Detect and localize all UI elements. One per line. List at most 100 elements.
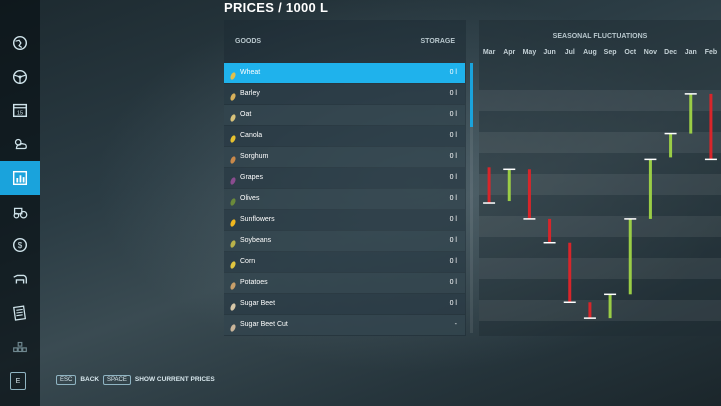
month-label: Jul	[565, 49, 575, 56]
e-key-hint[interactable]: E	[10, 372, 26, 390]
sidebar-item-weather[interactable]	[0, 127, 40, 161]
fluctuation-end-cap	[664, 132, 677, 135]
goods-row[interactable]: Corn 0 l	[224, 252, 465, 272]
goods-scrollbar-thumb[interactable]	[470, 63, 473, 127]
page-title: PRICES / 1000 L	[224, 0, 329, 15]
grid-stripe	[479, 174, 721, 195]
goods-name: Corn	[240, 258, 256, 265]
fluctuation-bar	[548, 218, 552, 243]
sidebar-item-contracts[interactable]	[0, 296, 40, 330]
crop-icon	[228, 152, 238, 164]
month-label: Jan	[685, 49, 697, 56]
crop-icon	[228, 257, 238, 269]
goods-row[interactable]: Grapes 0 l	[224, 168, 465, 188]
goods-row[interactable]: Olives 0 l	[224, 189, 465, 209]
month-label: Mar	[483, 49, 496, 56]
month-label: Oct	[624, 49, 636, 56]
space-key: SPACE	[103, 374, 131, 385]
crop-icon	[228, 131, 238, 143]
goods-header: GOODS STORAGE	[224, 20, 466, 62]
fluctuation-bar	[608, 294, 612, 319]
goods-row[interactable]: Canola 0 l	[224, 126, 465, 146]
sidebar: 15 $ E	[0, 0, 40, 406]
grid-stripe	[479, 90, 721, 111]
seasonal-chart-panel: SEASONAL FLUCTUATIONS Mar Apr May Jun Jul Aug…	[479, 20, 721, 336]
fluctuation-bar	[568, 242, 572, 303]
sidebar-item-animals[interactable]	[0, 262, 40, 296]
goods-storage: 0 l	[449, 300, 457, 307]
sidebar-item-finance[interactable]: $	[0, 228, 40, 262]
goods-storage: -	[454, 321, 457, 328]
month-label: Nov	[644, 49, 657, 56]
goods-row[interactable]: Oat 0 l	[224, 105, 465, 125]
esc-key: ESC	[56, 374, 77, 385]
sidebar-item-production[interactable]	[0, 330, 40, 364]
goods-name: Barley	[240, 90, 260, 97]
grid-stripe	[479, 258, 721, 279]
goods-name: Sorghum	[240, 153, 269, 160]
fluctuation-end-cap	[604, 293, 617, 296]
crop-icon	[228, 215, 238, 227]
finance-icon: $	[12, 237, 28, 253]
fluctuation-end-cap	[624, 218, 637, 220]
weather-icon	[14, 138, 27, 150]
fluctuation-bar	[527, 169, 531, 219]
sidebar-item-prices[interactable]	[0, 161, 40, 195]
fluctuation-bar	[628, 218, 632, 295]
goods-name: Canola	[240, 132, 263, 139]
month-label: Sep	[604, 49, 617, 56]
goods-storage: 0 l	[449, 279, 457, 286]
goods-storage: 0 l	[449, 132, 457, 139]
goods-name: Soybeans	[240, 237, 272, 244]
goods-name: Sunflowers	[240, 216, 275, 223]
sidebar-item-calendar[interactable]: 15	[0, 93, 40, 127]
fluctuation-bar	[648, 159, 652, 219]
goods-panel: GOODS STORAGE Wheat 0 l Barley 0 l Oat 0 l Can…	[224, 20, 466, 336]
goods-row[interactable]: Barley 0 l	[224, 84, 465, 104]
fluctuation-end-cap	[543, 241, 556, 244]
goods-row[interactable]: Sunflowers 0 l	[224, 210, 465, 230]
back-label: BACK	[80, 376, 100, 383]
fluctuation-bar	[689, 93, 693, 134]
fluctuation-end-cap	[503, 168, 516, 171]
contracts-icon	[13, 305, 27, 321]
map-icon	[12, 35, 28, 51]
goods-row[interactable]: Soybeans 0 l	[224, 231, 465, 251]
goods-row[interactable]: Potatoes 0 l	[224, 273, 465, 293]
fluctuation-end-cap	[523, 218, 536, 220]
goods-name: Sugar Beet	[240, 300, 276, 307]
goods-storage: 0 l	[449, 174, 457, 181]
crop-icon	[228, 299, 238, 311]
goods-column-header: GOODS	[235, 38, 262, 45]
goods-row[interactable]: Wheat 0 l	[224, 63, 465, 83]
fluctuation-bar	[588, 302, 592, 319]
fluctuation-end-cap	[644, 158, 657, 161]
prices-chart-icon	[12, 170, 28, 186]
grid-stripe	[479, 300, 721, 321]
crop-icon	[228, 278, 238, 290]
chart-title: SEASONAL FLUCTUATIONS	[552, 33, 648, 40]
back-button[interactable]: ESC BACK	[56, 373, 99, 386]
seasonal-chart: Mar Apr May Jun Jul Aug Sep Oct Nov Dec Jan Feb	[479, 49, 721, 321]
goods-name: Potatoes	[240, 279, 268, 286]
goods-storage: 0 l	[449, 195, 457, 202]
goods-row[interactable]: Sugar Beet Cut -	[224, 315, 465, 335]
fluctuation-end-cap	[704, 158, 717, 161]
production-icon	[13, 341, 27, 353]
fluctuation-end-cap	[583, 317, 596, 319]
crop-icon	[228, 89, 238, 101]
goods-name: Grapes	[240, 174, 263, 181]
goods-row[interactable]: Sugar Beet 0 l	[224, 294, 465, 314]
grid-stripe	[479, 132, 721, 153]
goods-storage: 0 l	[449, 90, 457, 97]
sidebar-item-map[interactable]	[0, 26, 40, 60]
goods-row[interactable]: Sorghum 0 l	[224, 147, 465, 167]
fluctuation-end-cap	[563, 301, 576, 304]
show-current-prices-button[interactable]: SPACE SHOW CURRENT PRICES	[103, 373, 215, 386]
goods-scrollbar[interactable]	[470, 63, 473, 333]
sidebar-item-vehicles-overview[interactable]	[0, 60, 40, 94]
sidebar-item-vehicles[interactable]	[0, 195, 40, 229]
fluctuation-bar	[487, 167, 491, 204]
goods-list: Wheat 0 l Barley 0 l Oat 0 l Canola 0 l Sorghum 0…	[224, 63, 465, 336]
fluctuation-end-cap	[684, 93, 697, 95]
